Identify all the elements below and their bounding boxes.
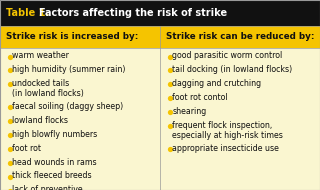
- Text: high blowfly numbers: high blowfly numbers: [12, 130, 97, 139]
- Text: shearing: shearing: [172, 107, 206, 116]
- Text: undocked tails: undocked tails: [12, 79, 69, 88]
- Bar: [0, 48, 320, 190]
- Text: Strike risk is increased by:: Strike risk is increased by:: [6, 32, 138, 41]
- Text: frequent flock inspection,: frequent flock inspection,: [172, 121, 272, 130]
- Text: thick fleeced breeds: thick fleeced breeds: [12, 171, 92, 180]
- Text: Table 1.: Table 1.: [6, 8, 52, 18]
- Text: Factors affecting the risk of strike: Factors affecting the risk of strike: [39, 8, 228, 18]
- Text: appropriate insecticide use: appropriate insecticide use: [172, 144, 279, 153]
- Bar: [0, 0, 320, 26]
- Text: lack of preventive: lack of preventive: [12, 185, 83, 190]
- Text: warm weather: warm weather: [12, 51, 69, 60]
- Text: foot rot: foot rot: [12, 144, 41, 153]
- Text: tail docking (in lowland flocks): tail docking (in lowland flocks): [172, 65, 292, 74]
- Text: lowland flocks: lowland flocks: [12, 116, 68, 125]
- Text: especially at high-risk times: especially at high-risk times: [172, 131, 283, 140]
- Text: (in lowland flocks): (in lowland flocks): [12, 89, 84, 98]
- Bar: [0, 26, 320, 48]
- Text: good parasitic worm control: good parasitic worm control: [172, 51, 283, 60]
- Text: Strike risk can be reduced by:: Strike risk can be reduced by:: [166, 32, 314, 41]
- Text: dagging and crutching: dagging and crutching: [172, 79, 261, 88]
- Text: head wounds in rams: head wounds in rams: [12, 158, 97, 166]
- Text: high humidity (summer rain): high humidity (summer rain): [12, 65, 125, 74]
- Text: foot rot contol: foot rot contol: [172, 93, 228, 102]
- Text: faecal soiling (daggy sheep): faecal soiling (daggy sheep): [12, 102, 123, 111]
